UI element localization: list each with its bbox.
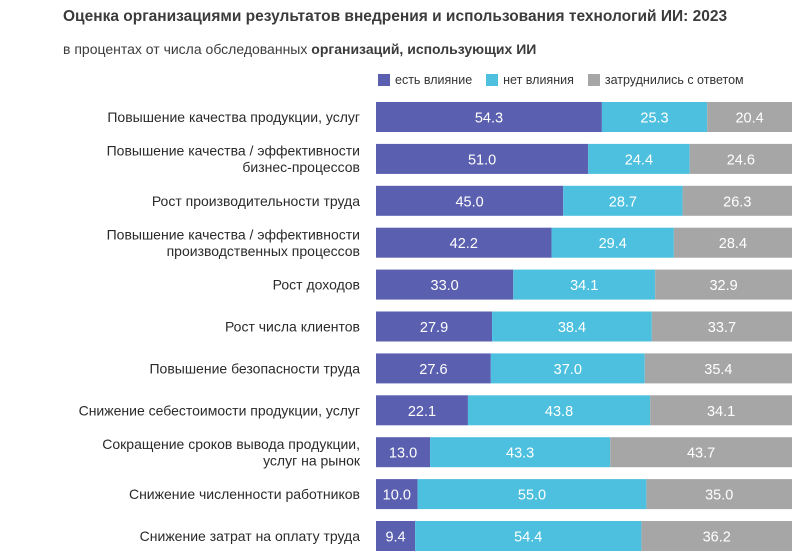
value-label-impact: 9.4 [385, 530, 405, 546]
value-label-impact: 42.2 [450, 236, 478, 252]
bar-segment-impact [376, 143, 589, 174]
subtitle-prefix: в процентах от числа обследованных [63, 41, 312, 57]
value-label-no-impact: 54.4 [514, 530, 542, 546]
legend-swatch-impact [378, 74, 390, 86]
value-label-impact: 13.0 [389, 446, 417, 462]
bar-segment-hard-to-say [610, 437, 792, 468]
bar-segment-hard-to-say [655, 269, 792, 300]
legend-label-no-impact: нет влияния [503, 73, 574, 87]
bar-segment-no-impact [601, 102, 708, 132]
value-label-no-impact: 25.3 [640, 111, 668, 127]
legend-item-impact: есть влияние [378, 73, 472, 87]
value-label-impact: 27.6 [419, 362, 447, 378]
bar-segment-no-impact [513, 269, 656, 300]
category-label: Повышение безопасности труда [149, 360, 360, 376]
bar-segment-impact [376, 311, 493, 342]
bar-segment-hard-to-say [707, 102, 792, 132]
value-label-hard-to-say: 34.1 [707, 404, 735, 420]
bar-segment-hard-to-say [673, 227, 792, 258]
legend-swatch-no-impact [486, 74, 499, 86]
bar-segment-impact [376, 395, 468, 426]
value-label-no-impact: 43.8 [545, 404, 573, 420]
bar-segment-no-impact [430, 437, 611, 468]
value-label-no-impact: 55.0 [518, 488, 546, 504]
value-label-no-impact: 34.1 [570, 278, 598, 294]
category-label: Повышение качества / эффективности бизнес… [107, 143, 360, 176]
value-label-impact: 33.0 [431, 278, 459, 294]
bar-segment-no-impact [417, 479, 647, 510]
chart-subtitle: в процентах от числа обследованных орган… [63, 41, 536, 57]
legend-item-hard-to-say: затруднились с ответом [587, 73, 744, 87]
category-label: Снижение численности работников [129, 486, 360, 502]
category-label: Повышение качества / эффективности произв… [107, 226, 360, 259]
value-label-hard-to-say: 26.3 [723, 194, 751, 210]
bar-segment-impact [376, 269, 514, 300]
subtitle-bold: организаций, использующих ИИ [311, 41, 537, 57]
value-label-hard-to-say: 36.2 [703, 530, 731, 546]
value-label-no-impact: 28.7 [609, 194, 637, 210]
bar-segment-impact [376, 185, 564, 216]
bar-segment-impact [376, 437, 431, 468]
value-label-no-impact: 24.4 [625, 152, 653, 168]
legend-item-no-impact: нет влияния [486, 73, 574, 87]
value-label-hard-to-say: 43.7 [687, 446, 715, 462]
bar-segment-no-impact [490, 353, 645, 384]
bar-segment-no-impact [492, 311, 652, 342]
value-label-impact: 27.9 [420, 320, 448, 336]
bar-segment-impact [376, 521, 416, 551]
value-label-impact: 54.3 [475, 111, 503, 127]
bar-segment-impact [376, 102, 602, 132]
value-label-hard-to-say: 32.9 [709, 278, 737, 294]
category-label: Снижение затрат на оплату труда [140, 528, 361, 544]
bar-segment-hard-to-say [651, 311, 792, 342]
chart-legend: есть влияние нет влияния затруднились с … [378, 72, 758, 88]
bar-segment-no-impact [563, 185, 683, 216]
value-label-impact: 45.0 [455, 194, 483, 210]
value-label-no-impact: 43.3 [506, 446, 534, 462]
legend-label-hard-to-say: затруднились с ответом [604, 73, 744, 87]
bar-segment-hard-to-say [641, 521, 792, 551]
value-label-impact: 10.0 [383, 488, 411, 504]
value-label-impact: 51.0 [468, 152, 496, 168]
chart-title: Оценка организациями результатов внедрен… [63, 8, 728, 25]
bar-segment-hard-to-say [650, 395, 792, 426]
category-label: Рост доходов [273, 277, 360, 293]
bar-segment-impact [376, 479, 418, 510]
bar-segment-impact [376, 227, 552, 258]
value-label-hard-to-say: 33.7 [708, 320, 736, 336]
value-label-no-impact: 38.4 [558, 320, 586, 336]
bar-segment-hard-to-say [644, 353, 792, 384]
value-label-no-impact: 37.0 [554, 362, 582, 378]
bar-segment-no-impact [467, 395, 651, 426]
category-label: Рост числа клиентов [225, 319, 360, 335]
value-label-hard-to-say: 24.6 [727, 152, 755, 168]
category-label: Рост производительности труда [152, 193, 360, 209]
value-label-impact: 22.1 [408, 404, 436, 420]
legend-swatch-hard-to-say [587, 74, 600, 86]
value-label-hard-to-say: 20.4 [735, 111, 763, 127]
bar-segment-hard-to-say [689, 143, 792, 174]
value-label-hard-to-say: 35.4 [704, 362, 732, 378]
bar-segment-hard-to-say [646, 479, 792, 510]
value-label-no-impact: 29.4 [599, 236, 627, 252]
bar-segment-no-impact [415, 521, 642, 551]
category-label: Снижение себестоимости продукции, услуг [79, 402, 360, 418]
bar-segment-no-impact [588, 143, 690, 174]
bar-segment-hard-to-say [682, 185, 792, 216]
bar-segment-impact [376, 353, 491, 384]
legend-label-impact: есть влияние [395, 73, 473, 87]
bar-segment-no-impact [551, 227, 674, 258]
category-label: Сокращение сроков вывода продукции, услуг… [102, 436, 361, 469]
value-label-hard-to-say: 28.4 [719, 236, 747, 252]
category-label: Повышение качества продукции, услуг [107, 109, 360, 125]
value-label-hard-to-say: 35.0 [705, 488, 733, 504]
